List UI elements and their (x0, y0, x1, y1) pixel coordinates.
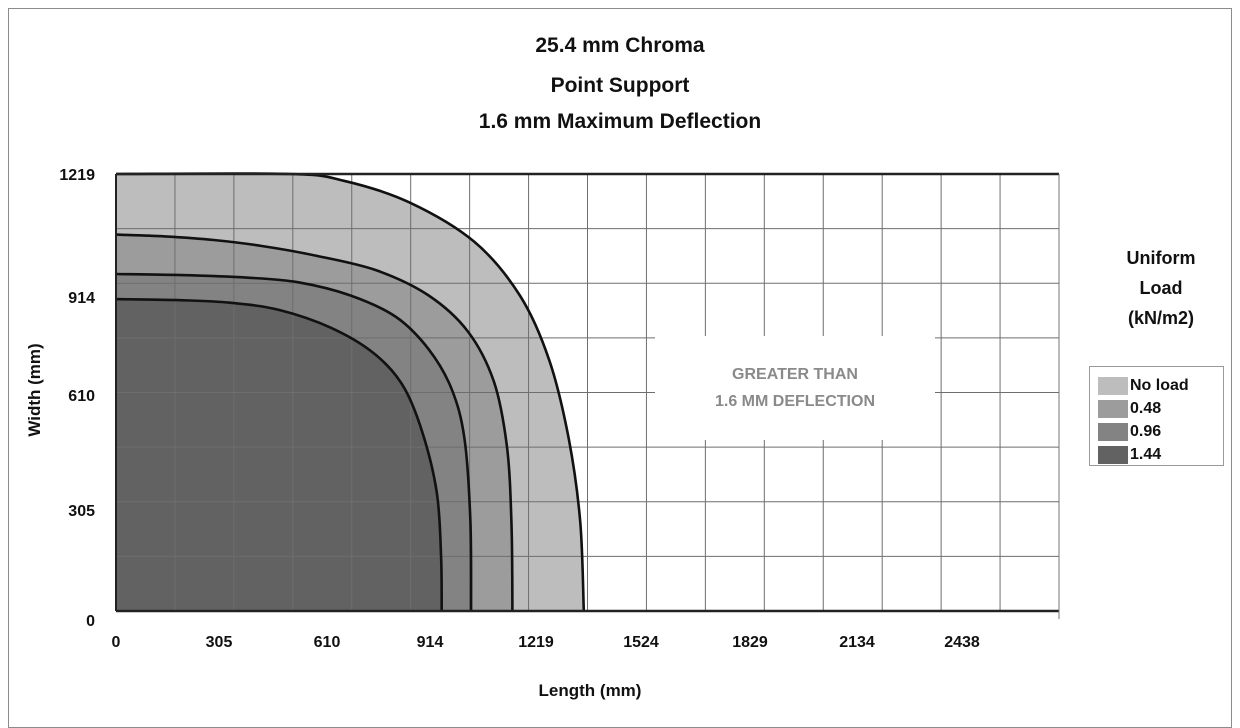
legend-label-048: 0.48 (1130, 400, 1162, 417)
legend-item-no-load: No load (1098, 376, 1189, 396)
y-tick-label-610: 610 (68, 388, 95, 405)
legend-item-048: 0.48 (1098, 399, 1161, 419)
y-axis-label: Width (mm) (25, 343, 44, 436)
legend-swatch-144 (1098, 446, 1128, 464)
legend: No load 0.48 0.96 1.44 (1089, 366, 1224, 466)
annotation-line-2: 1.6 MM DEFLECTION (715, 393, 875, 410)
legend-item-096: 0.96 (1098, 422, 1161, 442)
boundary-0-96 (115, 272, 473, 612)
boundary-0-48 (115, 233, 514, 612)
x-tick-label-0: 0 (112, 634, 121, 651)
x-tick-label-305: 305 (206, 634, 233, 651)
region-1-44 (116, 299, 442, 611)
y-tick-label-0: 0 (86, 613, 95, 630)
x-tick-label-2134: 2134 (839, 634, 875, 651)
x-tick-label-2438: 2438 (944, 634, 980, 651)
x-tick-label-1524: 1524 (623, 634, 659, 651)
y-tick-label-1219: 1219 (59, 167, 95, 184)
x-axis-label: Length (mm) (539, 681, 642, 700)
legend-title-line-3: (kN/m2) (1127, 308, 1194, 328)
x-tick-label-1219: 1219 (518, 634, 554, 651)
legend-swatch-048 (1098, 400, 1128, 418)
legend-title-line-1: Uniform (1126, 248, 1196, 268)
chart-title-line-1: 25.4 mm Chroma (535, 34, 705, 57)
chart-title-line-2: Point Support (550, 74, 690, 97)
legend-label-no-load: No load (1130, 377, 1189, 394)
legend-title-line-2: Load (1139, 278, 1183, 298)
y-tick-label-305: 305 (68, 503, 95, 520)
y-tick-label-914: 914 (68, 290, 95, 307)
x-tick-label-914: 914 (417, 634, 444, 651)
annotation-box (655, 336, 935, 440)
legend-label-096: 0.96 (1130, 423, 1162, 440)
chart-plot: GREATER THAN 1.6 MM DEFLECTION 0 305 610 914… (25, 167, 1060, 700)
legend-swatch-no-load (1098, 377, 1128, 395)
annotation-line-1: GREATER THAN (732, 366, 858, 383)
x-tick-label-610: 610 (314, 634, 341, 651)
x-tick-label-1829: 1829 (732, 634, 768, 651)
chart-title-line-3: 1.6 mm Maximum Deflection (478, 110, 762, 133)
legend-item-144: 1.44 (1098, 445, 1161, 465)
legend-label-144: 1.44 (1130, 446, 1162, 463)
legend-swatch-096 (1098, 423, 1128, 441)
boundary-1-44 (115, 297, 443, 612)
